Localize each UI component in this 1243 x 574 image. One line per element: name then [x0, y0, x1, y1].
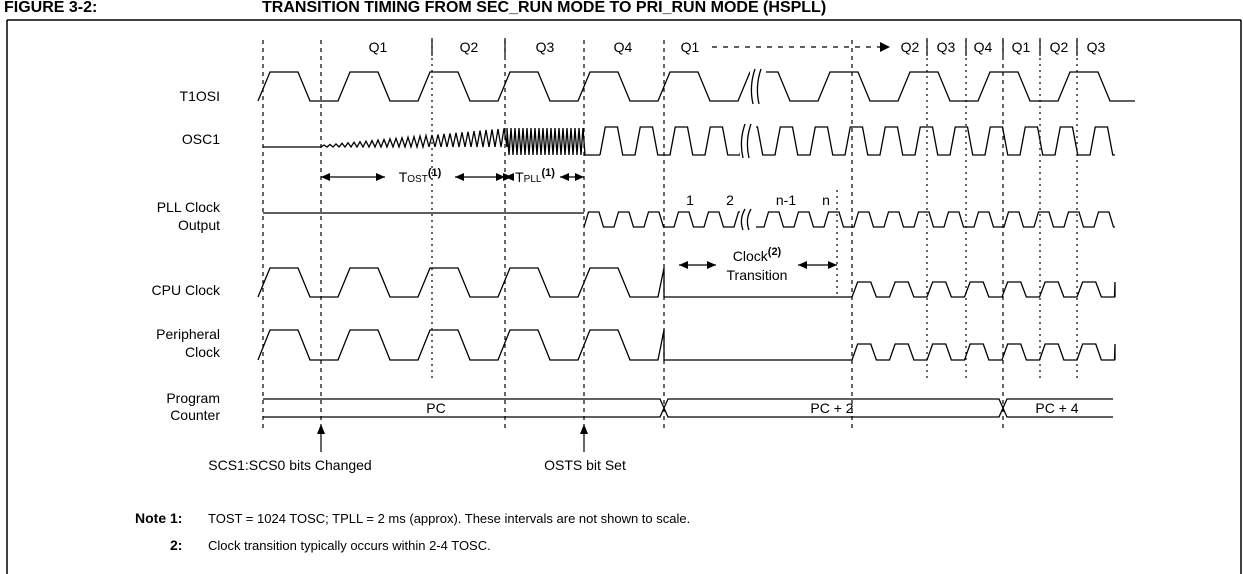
interval-label: TOST(1) [399, 167, 442, 185]
interval-note: (1) [541, 167, 555, 179]
signal-label: Peripheral [156, 326, 220, 342]
bus-pc [263, 398, 1113, 418]
arrow-head [496, 173, 505, 181]
signal-label: Output [178, 217, 220, 233]
waveform-cpu [851, 281, 1116, 298]
note-number: 2: [170, 537, 182, 553]
note-label: Note [135, 510, 166, 526]
figure-title: TRANSITION TIMING FROM SEC_RUN MODE TO P… [262, 0, 826, 16]
signal-label: Clock [185, 344, 221, 360]
waveform-peripheral [851, 343, 1116, 361]
note-number: 1: [170, 510, 182, 526]
pll-count: 2 [726, 192, 734, 208]
interval-note: (1) [428, 167, 442, 179]
waveform-osc1 [599, 126, 1115, 156]
arrow-head [580, 424, 588, 434]
figure-number: FIGURE 3-2: [4, 0, 97, 16]
phase-label: Q2 [1050, 39, 1069, 55]
arrow-head [560, 173, 569, 181]
arrow-head [679, 261, 688, 269]
signal-label: OSC1 [182, 131, 220, 147]
break-mark [746, 123, 752, 159]
phase-label: Q3 [536, 39, 555, 55]
interval-t: T [515, 169, 524, 185]
waveform-peripheral [257, 329, 852, 361]
bus-value: PC [426, 400, 445, 416]
clock-transition: Clock(2) [733, 246, 782, 264]
arrow-head [321, 173, 330, 181]
break-mark [740, 123, 746, 159]
bus-value: PC + 2 [810, 400, 853, 416]
interval-label: TPLL(1) [515, 167, 555, 185]
note-text: Clock transition typically occurs within… [208, 538, 491, 553]
arrow-head [880, 42, 890, 52]
waveform-cpu [257, 267, 852, 298]
signal-label: CPU Clock [152, 282, 221, 298]
phase-label: Q4 [974, 39, 993, 55]
arrow-head [798, 261, 807, 269]
break-mark [746, 208, 752, 231]
arrow-head [575, 173, 584, 181]
phase-label: Q1 [369, 39, 388, 55]
event-label: SCS1:SCS0 bits Changed [208, 457, 371, 473]
phase-label: Q1 [1012, 39, 1031, 55]
signal-label: Counter [170, 407, 220, 423]
interval-sub: PLL [524, 174, 542, 185]
phase-label: Q2 [460, 39, 479, 55]
pll-count: n-1 [776, 192, 796, 208]
waveform-pll [583, 211, 1115, 228]
clock-transition-line2: Transition [727, 267, 788, 283]
arrow-head [503, 173, 512, 181]
break-mark [750, 68, 756, 105]
pll-count: n [822, 192, 830, 208]
bus-value: PC + 4 [1035, 400, 1078, 416]
phase-label: Q2 [901, 39, 920, 55]
phase-label: Q4 [614, 39, 633, 55]
waveform-t1osi [257, 71, 1135, 102]
phase-label: Q3 [1087, 39, 1106, 55]
arrow-head [317, 424, 325, 434]
pll-count: 1 [686, 192, 694, 208]
clock-note: (2) [768, 246, 782, 258]
arrow-head [455, 173, 464, 181]
arrow-head [828, 261, 837, 269]
interval-t: T [399, 169, 408, 185]
signal-label: PLL Clock [157, 199, 221, 215]
interval-sub: OST [407, 174, 428, 185]
clock-word: Clock [733, 248, 769, 264]
waveform-osc1 [263, 127, 600, 156]
break-mark [740, 208, 746, 231]
note-text: TOST = 1024 TOSC; TPLL = 2 ms (approx). … [208, 511, 690, 526]
arrow-head [376, 173, 385, 181]
break-mark [756, 68, 762, 105]
event-label: OSTS bit Set [544, 457, 626, 473]
phase-label: Q3 [937, 39, 956, 55]
arrow-head [707, 261, 716, 269]
signal-label: T1OSI [180, 88, 220, 104]
signal-label: Program [166, 390, 220, 406]
phase-label: Q1 [681, 39, 700, 55]
